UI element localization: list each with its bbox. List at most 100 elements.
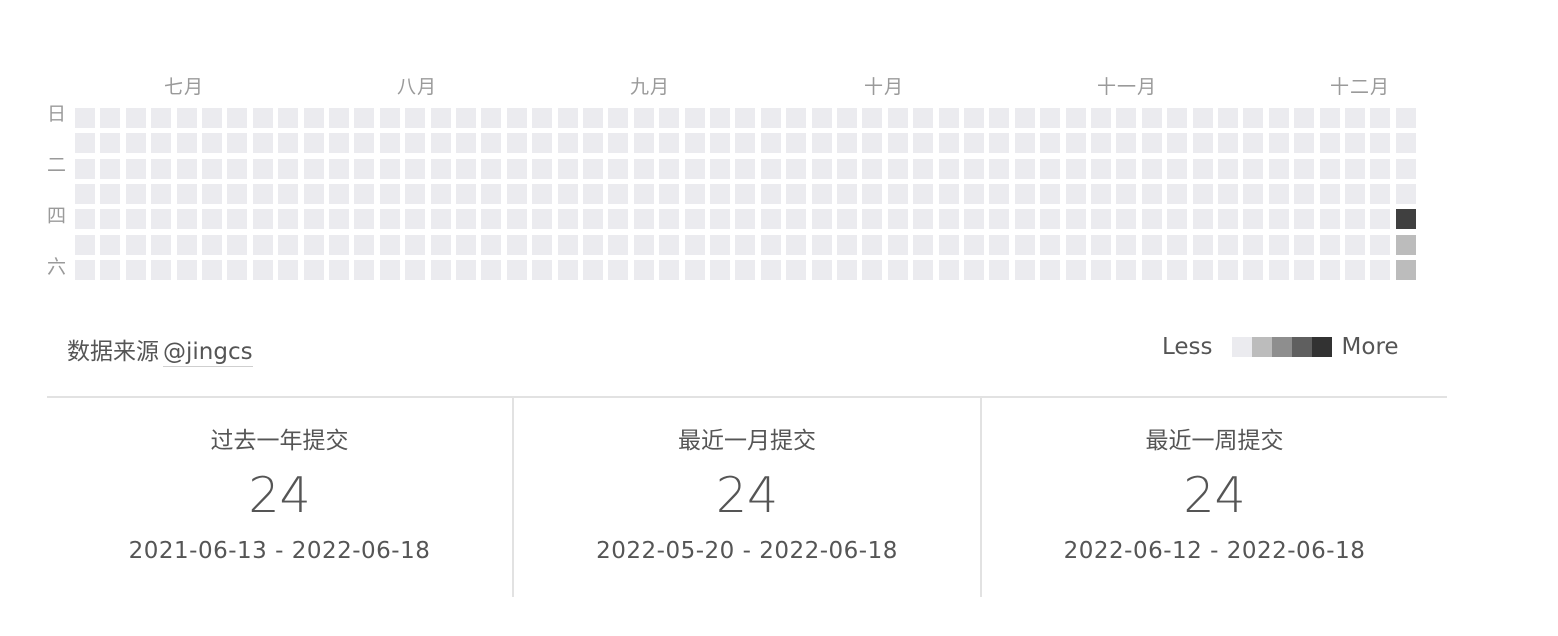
heatmap-cell[interactable]: [329, 108, 349, 128]
heatmap-cell[interactable]: [1370, 184, 1390, 204]
heatmap-cell[interactable]: [634, 159, 654, 179]
heatmap-cell[interactable]: [1015, 235, 1035, 255]
heatmap-cell[interactable]: [456, 159, 476, 179]
heatmap-cell[interactable]: [685, 260, 705, 280]
heatmap-cell[interactable]: [659, 133, 679, 153]
heatmap-cell[interactable]: [837, 108, 857, 128]
heatmap-cell[interactable]: [710, 133, 730, 153]
heatmap-cell[interactable]: [913, 108, 933, 128]
heatmap-cell[interactable]: [608, 108, 628, 128]
heatmap-cell[interactable]: [761, 260, 781, 280]
heatmap-cell[interactable]: [329, 235, 349, 255]
heatmap-cell[interactable]: [558, 108, 578, 128]
heatmap-cell[interactable]: [100, 235, 120, 255]
heatmap-cell[interactable]: [939, 159, 959, 179]
heatmap-cell[interactable]: [456, 209, 476, 229]
heatmap-cell[interactable]: [177, 260, 197, 280]
heatmap-cell[interactable]: [507, 184, 527, 204]
heatmap-cell[interactable]: [1142, 209, 1162, 229]
heatmap-cell[interactable]: [278, 260, 298, 280]
heatmap-cell[interactable]: [710, 260, 730, 280]
heatmap-cell[interactable]: [761, 209, 781, 229]
heatmap-cell[interactable]: [939, 209, 959, 229]
heatmap-cell[interactable]: [1218, 159, 1238, 179]
heatmap-cell[interactable]: [939, 235, 959, 255]
heatmap-cell[interactable]: [75, 184, 95, 204]
heatmap-cell[interactable]: [913, 209, 933, 229]
heatmap-cell[interactable]: [456, 235, 476, 255]
heatmap-cell[interactable]: [1091, 133, 1111, 153]
heatmap-cell[interactable]: [1167, 108, 1187, 128]
heatmap-cell[interactable]: [634, 108, 654, 128]
heatmap-cell[interactable]: [1167, 209, 1187, 229]
heatmap-cell[interactable]: [989, 235, 1009, 255]
heatmap-cell[interactable]: [1116, 133, 1136, 153]
heatmap-cell[interactable]: [710, 235, 730, 255]
heatmap-cell[interactable]: [253, 108, 273, 128]
heatmap-cell[interactable]: [1218, 209, 1238, 229]
heatmap-cell[interactable]: [786, 209, 806, 229]
heatmap-cell[interactable]: [1320, 184, 1340, 204]
heatmap-cell[interactable]: [431, 235, 451, 255]
heatmap-cell[interactable]: [1142, 108, 1162, 128]
heatmap-cell[interactable]: [456, 184, 476, 204]
heatmap-cell[interactable]: [1116, 260, 1136, 280]
heatmap-cell[interactable]: [913, 184, 933, 204]
heatmap-cell[interactable]: [735, 184, 755, 204]
heatmap-cell[interactable]: [354, 159, 374, 179]
heatmap-cell[interactable]: [1294, 260, 1314, 280]
heatmap-cell[interactable]: [659, 209, 679, 229]
heatmap-cell[interactable]: [964, 260, 984, 280]
heatmap-cell[interactable]: [888, 133, 908, 153]
heatmap-cell[interactable]: [583, 209, 603, 229]
heatmap-cell[interactable]: [710, 209, 730, 229]
heatmap-cell[interactable]: [177, 159, 197, 179]
heatmap-cell[interactable]: [862, 184, 882, 204]
heatmap-cell[interactable]: [1294, 209, 1314, 229]
heatmap-cell[interactable]: [304, 209, 324, 229]
heatmap-cell[interactable]: [75, 235, 95, 255]
heatmap-cell[interactable]: [1396, 159, 1416, 179]
heatmap-cell[interactable]: [1066, 209, 1086, 229]
heatmap-cell[interactable]: [354, 133, 374, 153]
heatmap-cell[interactable]: [558, 159, 578, 179]
heatmap-cell[interactable]: [761, 108, 781, 128]
heatmap-cell[interactable]: [1091, 235, 1111, 255]
heatmap-cell[interactable]: [812, 260, 832, 280]
heatmap-cell[interactable]: [1243, 209, 1263, 229]
heatmap-cell[interactable]: [862, 133, 882, 153]
heatmap-cell[interactable]: [532, 159, 552, 179]
heatmap-cell[interactable]: [1269, 108, 1289, 128]
heatmap-cell[interactable]: [685, 235, 705, 255]
heatmap-cell[interactable]: [532, 235, 552, 255]
heatmap-cell[interactable]: [507, 235, 527, 255]
heatmap-cell[interactable]: [151, 159, 171, 179]
heatmap-cell[interactable]: [964, 184, 984, 204]
heatmap-cell[interactable]: [177, 209, 197, 229]
heatmap-cell[interactable]: [1243, 235, 1263, 255]
heatmap-cell[interactable]: [507, 209, 527, 229]
heatmap-cell[interactable]: [177, 108, 197, 128]
heatmap-cell[interactable]: [964, 209, 984, 229]
heatmap-cell[interactable]: [837, 235, 857, 255]
heatmap-cell[interactable]: [1345, 159, 1365, 179]
heatmap-cell[interactable]: [1320, 159, 1340, 179]
heatmap-cell[interactable]: [1015, 159, 1035, 179]
heatmap-cell[interactable]: [1396, 184, 1416, 204]
heatmap-cell[interactable]: [583, 260, 603, 280]
heatmap-cell[interactable]: [888, 184, 908, 204]
heatmap-cell[interactable]: [456, 260, 476, 280]
heatmap-cell[interactable]: [380, 184, 400, 204]
heatmap-cell[interactable]: [380, 133, 400, 153]
heatmap-cell[interactable]: [659, 108, 679, 128]
heatmap-cell[interactable]: [558, 260, 578, 280]
heatmap-cell[interactable]: [126, 108, 146, 128]
heatmap-cell[interactable]: [1396, 133, 1416, 153]
heatmap-cell[interactable]: [202, 159, 222, 179]
heatmap-cell[interactable]: [253, 235, 273, 255]
heatmap-cell[interactable]: [1345, 184, 1365, 204]
heatmap-cell[interactable]: [405, 133, 425, 153]
heatmap-cell[interactable]: [507, 133, 527, 153]
heatmap-cell[interactable]: [608, 260, 628, 280]
heatmap-cell[interactable]: [685, 108, 705, 128]
